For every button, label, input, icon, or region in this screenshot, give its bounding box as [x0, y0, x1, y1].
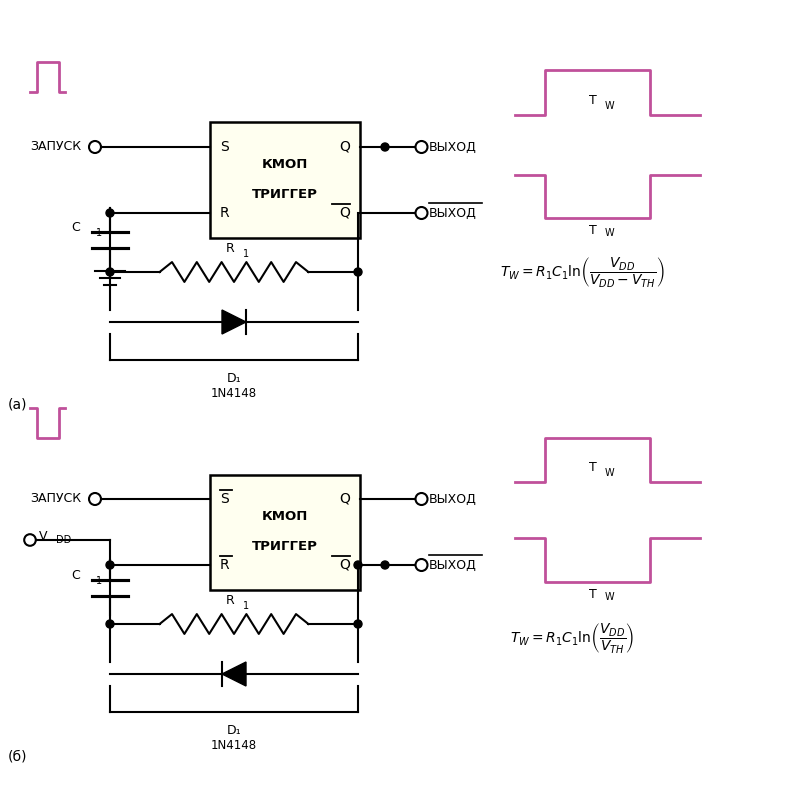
- Text: V: V: [39, 530, 47, 543]
- Text: 1: 1: [243, 249, 249, 259]
- Text: T: T: [589, 224, 596, 237]
- Text: W: W: [605, 228, 614, 238]
- Circle shape: [354, 268, 362, 276]
- Text: 1N4148: 1N4148: [211, 387, 257, 400]
- Bar: [210, 122, 360, 237]
- Circle shape: [381, 143, 389, 151]
- Text: Q: Q: [339, 206, 350, 220]
- Text: $T_W = R_1C_1\ln\!\left(\dfrac{V_{DD}}{V_{TH}}\right)$: $T_W = R_1C_1\ln\!\left(\dfrac{V_{DD}}{V…: [510, 621, 634, 655]
- Text: КМОП: КМОП: [262, 159, 308, 172]
- Bar: [210, 475, 360, 590]
- Text: 1: 1: [96, 577, 102, 586]
- Text: ВЫХОД: ВЫХОД: [429, 559, 477, 572]
- Text: D₁: D₁: [226, 724, 242, 737]
- Text: ВЫХОД: ВЫХОД: [429, 492, 477, 505]
- Text: T: T: [589, 461, 596, 474]
- Circle shape: [354, 620, 362, 628]
- Text: T: T: [589, 588, 596, 601]
- Text: Q: Q: [339, 492, 350, 506]
- Text: ТРИГГЕР: ТРИГГЕР: [252, 540, 318, 553]
- Text: (б): (б): [8, 749, 27, 763]
- Polygon shape: [222, 310, 246, 334]
- Text: ВЫХОД: ВЫХОД: [429, 207, 477, 220]
- Text: (а): (а): [8, 397, 27, 411]
- Text: R: R: [220, 206, 230, 220]
- Text: ЗАПУСК: ЗАПУСК: [30, 140, 81, 154]
- Text: ТРИГГЕР: ТРИГГЕР: [252, 189, 318, 202]
- Circle shape: [106, 209, 114, 217]
- Text: 1N4148: 1N4148: [211, 739, 257, 752]
- Text: S: S: [220, 140, 229, 154]
- Text: ВЫХОД: ВЫХОД: [429, 140, 477, 154]
- Text: R: R: [226, 242, 234, 255]
- Circle shape: [354, 561, 362, 569]
- Text: D₁: D₁: [226, 372, 242, 385]
- Polygon shape: [222, 662, 246, 686]
- Text: 1: 1: [96, 228, 102, 238]
- Text: S: S: [220, 492, 229, 506]
- Text: DD: DD: [56, 535, 71, 545]
- Text: Q: Q: [339, 140, 350, 154]
- Text: T: T: [589, 94, 596, 107]
- Text: W: W: [605, 592, 614, 602]
- Text: Q: Q: [339, 558, 350, 572]
- Circle shape: [106, 620, 114, 628]
- Text: C: C: [71, 221, 80, 234]
- Text: C: C: [71, 569, 80, 582]
- Text: R: R: [220, 558, 230, 572]
- Circle shape: [106, 561, 114, 569]
- Text: R: R: [226, 594, 234, 607]
- Text: КМОП: КМОП: [262, 510, 308, 523]
- Circle shape: [381, 561, 389, 569]
- Text: W: W: [605, 101, 614, 111]
- Text: $T_W = R_1C_1\ln\!\left(\dfrac{V_{DD}}{V_{DD}-V_{TH}}\right)$: $T_W = R_1C_1\ln\!\left(\dfrac{V_{DD}}{V…: [500, 255, 665, 289]
- Text: ЗАПУСК: ЗАПУСК: [30, 492, 81, 505]
- Text: W: W: [605, 468, 614, 478]
- Circle shape: [106, 268, 114, 276]
- Text: 1: 1: [243, 601, 249, 611]
